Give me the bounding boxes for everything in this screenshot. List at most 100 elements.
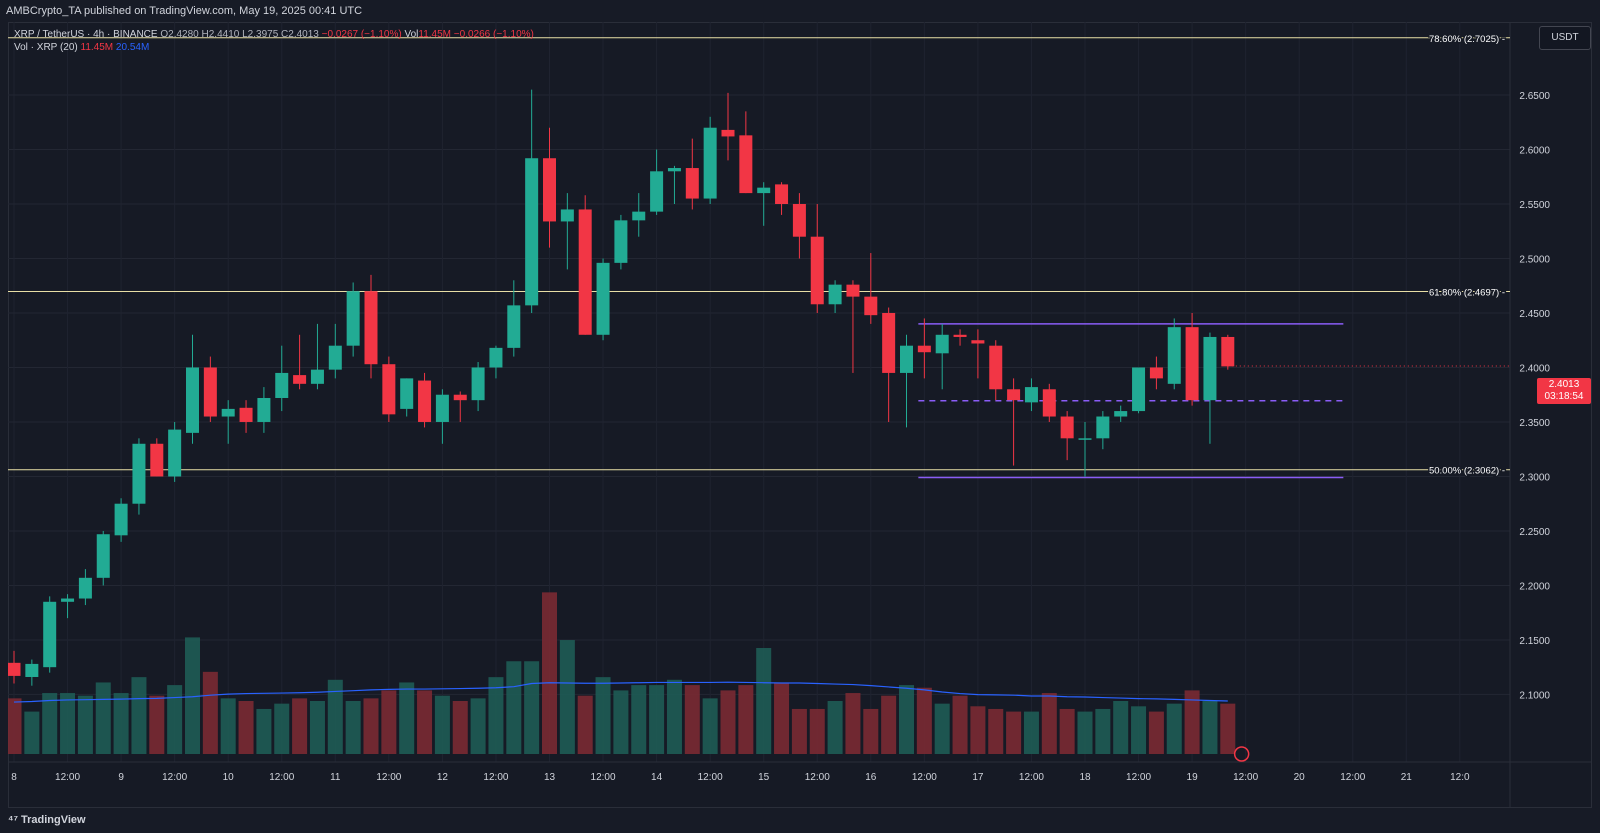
tradingview-logo[interactable]: ⁴⁷ TradingView	[8, 814, 86, 826]
candle-body[interactable]	[828, 284, 842, 305]
fib-level-label: 61.80% (2.4697) -	[1429, 288, 1505, 299]
x-tick-label: 17	[972, 772, 984, 783]
candle-body[interactable]	[846, 284, 860, 297]
candle-body[interactable]	[1096, 416, 1110, 439]
candle-body[interactable]	[1221, 336, 1235, 367]
candle-body[interactable]	[489, 347, 503, 368]
x-tick-label: 16	[865, 772, 877, 783]
volume-bar	[60, 693, 76, 754]
candle-body[interactable]	[560, 209, 574, 222]
candle-body[interactable]	[203, 367, 217, 417]
candle-body[interactable]	[739, 135, 753, 194]
candle-body[interactable]	[96, 534, 110, 578]
candle-body[interactable]	[435, 394, 449, 422]
currency-button[interactable]: USDT	[1539, 26, 1591, 50]
volume-bar	[720, 690, 736, 754]
candle-body[interactable]	[186, 367, 199, 433]
candle-body[interactable]	[721, 129, 735, 137]
candle-body[interactable]	[917, 345, 931, 353]
volume-bar	[1202, 701, 1218, 754]
candle-body[interactable]	[221, 408, 235, 417]
footer: ⁴⁷ TradingView	[0, 808, 1600, 833]
candle-body[interactable]	[114, 503, 128, 536]
candle-body[interactable]	[1185, 327, 1199, 401]
candle-body[interactable]	[25, 663, 39, 677]
y-tick-label: 2.5000	[1519, 254, 1550, 265]
volume-bar	[595, 677, 611, 754]
volume-bar	[1184, 690, 1200, 754]
volume-bar	[702, 698, 718, 754]
volume-bar	[149, 695, 165, 754]
candle-body[interactable]	[382, 364, 396, 415]
volume-bar	[1131, 706, 1147, 754]
candle-body[interactable]	[1007, 389, 1021, 401]
candle-body[interactable]	[78, 577, 92, 599]
candle-body[interactable]	[650, 171, 664, 212]
candle-body[interactable]	[935, 334, 949, 354]
candle-body[interactable]	[989, 345, 1003, 390]
candle-body[interactable]	[257, 397, 271, 422]
candle-body[interactable]	[596, 262, 610, 335]
candlestick-chart[interactable]: 2.6500 2.6000 2.5500 2.5000 2.4500 2.4000 2.35…	[8, 22, 1592, 808]
candle-body[interactable]	[1149, 367, 1163, 379]
candle-body[interactable]	[61, 598, 75, 602]
candle-body[interactable]	[1132, 367, 1146, 412]
volume-bar	[1148, 711, 1164, 754]
vol-change: −0.0266 (−1.10%)	[453, 29, 534, 40]
candle-body[interactable]	[882, 312, 896, 373]
publish-info: AMBCrypto_TA published on TradingView.co…	[6, 5, 363, 17]
candle-body[interactable]	[864, 296, 878, 316]
candle-body[interactable]	[132, 443, 146, 504]
volume-ma-line	[13, 681, 1228, 703]
candle-body[interactable]	[775, 184, 789, 205]
candle-body[interactable]	[346, 291, 360, 346]
candle-body[interactable]	[275, 372, 289, 398]
candle-body[interactable]	[632, 211, 646, 221]
candle-body[interactable]	[810, 236, 824, 305]
candle-body[interactable]	[900, 345, 913, 373]
x-tick-label: 13	[544, 772, 556, 783]
candle-body[interactable]	[953, 334, 967, 337]
candle-body[interactable]	[667, 168, 681, 172]
candle-body[interactable]	[792, 204, 806, 237]
candle-body[interactable]	[328, 345, 342, 370]
candle-body[interactable]	[685, 168, 699, 199]
candle-body[interactable]	[507, 305, 521, 348]
candle-body[interactable]	[239, 407, 253, 422]
candle-body[interactable]	[525, 158, 539, 306]
candle-body[interactable]	[150, 443, 164, 477]
volume-study-name[interactable]: Vol · XRP (20)	[14, 42, 78, 53]
candle-body[interactable]	[703, 127, 717, 199]
candle-body[interactable]	[418, 380, 432, 422]
candle-body[interactable]	[1060, 416, 1074, 439]
candle-body[interactable]	[293, 375, 307, 384]
volume-bar	[863, 708, 879, 754]
candle-body[interactable]	[453, 394, 467, 401]
candle-body[interactable]	[1024, 387, 1038, 403]
candle-body[interactable]	[757, 187, 771, 194]
x-tick-label: 10	[223, 772, 235, 783]
candle-body[interactable]	[543, 158, 556, 222]
candle-body[interactable]	[1042, 389, 1056, 417]
candle-body[interactable]	[614, 220, 628, 263]
candle-body[interactable]	[310, 369, 324, 384]
volume-bar	[488, 677, 504, 754]
candle-body[interactable]	[971, 340, 985, 344]
candle-body[interactable]	[578, 209, 592, 335]
bolt-icon[interactable]	[1233, 746, 1250, 762]
volume-bar	[542, 592, 557, 754]
symbol-name[interactable]: XRP / TetherUS · 4h · BINANCE	[14, 29, 158, 40]
vol-label: Vol	[404, 29, 419, 40]
candle-body[interactable]	[471, 367, 485, 401]
x-tick-label: 12	[437, 772, 449, 783]
candle-body[interactable]	[43, 601, 57, 668]
candle-body[interactable]	[1078, 438, 1092, 440]
candle-body[interactable]	[364, 291, 378, 365]
candle-body[interactable]	[8, 662, 21, 676]
volume-bar	[202, 671, 218, 754]
candle-body[interactable]	[168, 429, 182, 477]
candle-body[interactable]	[1203, 336, 1217, 401]
candle-body[interactable]	[1167, 327, 1181, 384]
candle-body[interactable]	[1114, 411, 1128, 417]
candle-body[interactable]	[400, 378, 414, 409]
